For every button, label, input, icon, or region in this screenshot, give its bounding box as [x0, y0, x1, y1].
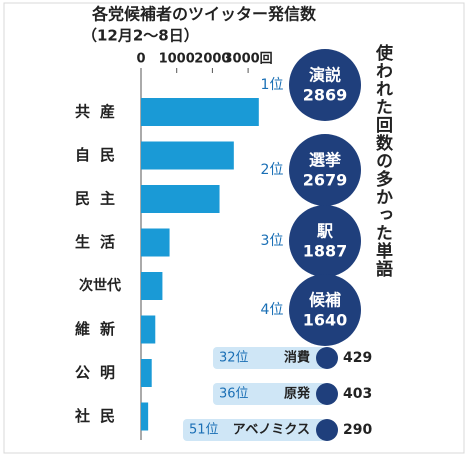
rank-label: 3位: [261, 233, 284, 249]
word-count: 403: [343, 386, 372, 402]
bar: [141, 228, 170, 257]
word-label: 原発: [284, 386, 311, 402]
word-count: 1887: [303, 242, 348, 261]
rank-label: 1位: [261, 77, 284, 93]
bar: [141, 272, 163, 300]
word-label: 選挙: [309, 151, 341, 170]
bar: [141, 98, 259, 126]
rank-label: 2位: [261, 162, 284, 178]
word-count: 1640: [303, 311, 348, 330]
word-box: [183, 419, 326, 441]
word-circle: [289, 274, 361, 346]
word-ranking-title: 使われた回数の多かった単語: [372, 43, 394, 278]
word-label: 演説: [309, 66, 341, 85]
word-box: [213, 347, 326, 369]
rank-label: 4位: [261, 302, 284, 318]
word-count: 2869: [303, 86, 348, 105]
word-count: 290: [343, 422, 372, 438]
bar: [141, 402, 149, 431]
bar: [141, 185, 220, 213]
word-circle: [316, 347, 338, 369]
rank-label: 32位: [219, 351, 249, 366]
chart-title: 各党候補者のツイッター発信数: [91, 5, 317, 24]
y-tick-label: 維新: [75, 320, 125, 338]
chart-subtitle: （12月2～8日）: [82, 27, 199, 45]
word-label: 消費: [284, 350, 310, 366]
x-tick-label: 2000: [194, 52, 230, 67]
y-tick-label: 公明: [75, 364, 125, 382]
frame: [3, 2, 465, 454]
word-count: 429: [343, 350, 372, 366]
rank-label: 36位: [219, 387, 249, 402]
word-label: 駅: [316, 222, 334, 241]
x-tick-label: 0: [136, 52, 145, 67]
word-circle: [316, 383, 338, 405]
y-tick-label: 自民: [75, 146, 125, 164]
word-box: [213, 383, 326, 405]
y-tick-label: 次世代: [79, 277, 121, 294]
word-circle: [289, 205, 361, 277]
x-tick-label: 3000回: [224, 52, 273, 67]
bar: [141, 141, 234, 170]
y-tick-label: 生活: [75, 233, 125, 251]
word-circle: [289, 49, 361, 121]
x-tick-label: 1000: [159, 52, 195, 67]
word-circle: [316, 419, 338, 441]
bar: [141, 359, 152, 387]
word-label: アベノミクス: [233, 423, 310, 438]
bar: [141, 315, 156, 344]
y-tick-label: 社民: [74, 407, 125, 425]
word-circle: [289, 134, 361, 206]
word-count: 2679: [303, 171, 348, 190]
y-tick-label: 民主: [75, 190, 125, 208]
y-tick-label: 共産: [75, 103, 125, 121]
word-label: 候補: [309, 291, 341, 310]
rank-label: 51位: [189, 423, 219, 438]
